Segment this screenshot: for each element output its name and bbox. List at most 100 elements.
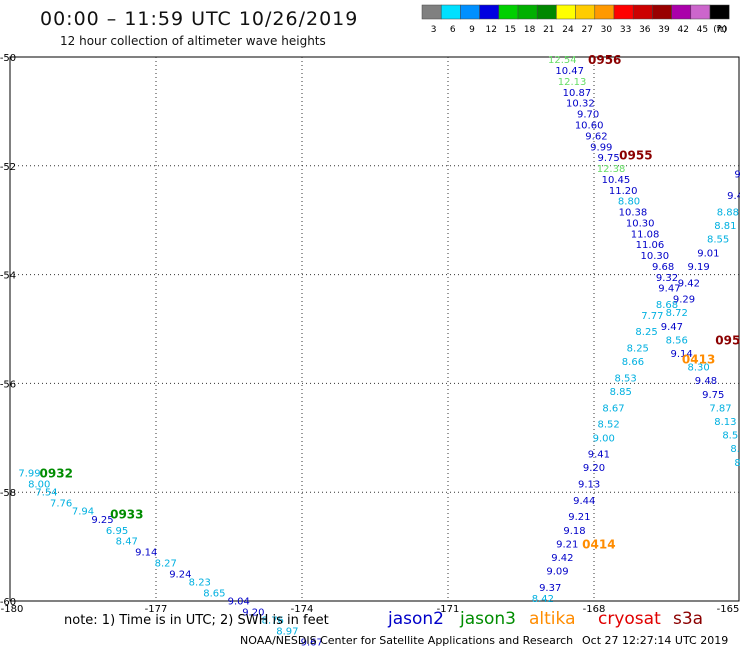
- credit-line: NOAA/NESDIS Center for Satellite Applica…: [240, 634, 574, 647]
- legend-label: 39: [658, 25, 670, 35]
- lon-tick-label: -171: [437, 604, 460, 615]
- wave-height-value: 10.30: [641, 251, 670, 262]
- legend-swatch: [613, 4, 634, 20]
- track-label: 0413: [682, 352, 715, 366]
- wave-height-value: 9.01: [697, 248, 719, 259]
- wave-height-value: 9.41: [588, 450, 610, 461]
- lon-tick-label: -177: [145, 604, 168, 615]
- legend-swatch: [498, 4, 519, 20]
- wave-height-value: 9.44: [573, 496, 595, 507]
- legend-swatch: [556, 4, 576, 20]
- wave-height-value: 9.67: [301, 637, 323, 648]
- wave-height-value: 9.42: [678, 278, 700, 289]
- wave-height-value: 7.87: [709, 403, 731, 414]
- wave-height-value: 8.53: [615, 373, 637, 384]
- wave-height-value: 9.09: [546, 567, 568, 578]
- lon-tick-label: -174: [291, 604, 314, 615]
- lat-tick-label: -52: [0, 162, 16, 173]
- wave-height-value: 11.06: [636, 240, 665, 251]
- wave-height-value: 10.38: [619, 208, 648, 219]
- legend-label: 70: [716, 25, 728, 35]
- satellite-legend-altika: altika: [529, 609, 576, 629]
- wave-height-value: 8.27: [155, 558, 177, 569]
- satellite-legend-s3a: s3a: [673, 609, 704, 629]
- legend-swatch: [440, 4, 461, 20]
- map-subtitle: 12 hour collection of altimeter wave hei…: [60, 34, 326, 48]
- lat-tick-label: -60: [0, 597, 16, 608]
- wave-height-value: 8.72: [666, 308, 688, 319]
- wave-height-value: 9.14: [135, 548, 157, 559]
- wave-height-value: 9.68: [652, 262, 674, 273]
- legend-label: 36: [639, 25, 651, 35]
- legend-label: 30: [601, 25, 613, 35]
- legend-unit: (ft): [713, 25, 727, 35]
- wave-height-value: 9.4: [727, 191, 740, 202]
- wave-height-value: 11.08: [631, 229, 660, 240]
- wave-height-value: 7.94: [72, 507, 94, 518]
- map-frame: [9, 56, 740, 602]
- wave-height-value: 9.20: [242, 607, 264, 618]
- wave-height-value: 8.88: [717, 208, 739, 219]
- legend-label: 24: [562, 25, 574, 35]
- wave-height-value: 9.62: [585, 131, 607, 142]
- wave-height-value: 7.77: [641, 311, 663, 322]
- wave-height-value: 10.60: [575, 121, 604, 132]
- legend-label: 6: [450, 25, 456, 35]
- legend-label: 45: [697, 25, 708, 35]
- wave-height-value: 12.38: [597, 164, 626, 175]
- lon-tick-label: -168: [583, 604, 606, 615]
- wave-height-value: 10.32: [566, 99, 595, 110]
- wave-height-value: 9.99: [590, 142, 612, 153]
- wave-height-value: 9.25: [91, 515, 113, 526]
- legend-swatch: [536, 4, 557, 20]
- track-label: 0956: [588, 53, 621, 67]
- wave-height-value: 9.70: [577, 110, 599, 121]
- legend-label: 9: [469, 25, 475, 35]
- wave-height-value: 8.67: [602, 403, 624, 414]
- lat-tick-label: -54: [0, 271, 16, 282]
- wave-height-value: 10.45: [602, 175, 631, 186]
- wave-height-value: 9.18: [563, 526, 585, 537]
- legend-label: 3: [431, 25, 437, 35]
- wave-height-value: 8.65: [203, 588, 225, 599]
- legend-swatch: [671, 4, 692, 20]
- wave-height-value: 7.76: [50, 499, 72, 510]
- wave-height-value: 9.75: [597, 153, 619, 164]
- legend-swatch: [517, 4, 538, 20]
- wave-height-value: 9.42: [551, 553, 573, 564]
- satellite-legend-jason2: jason2: [388, 609, 444, 629]
- lat-tick-label: -50: [0, 53, 16, 64]
- wave-height-value: 8.30: [688, 363, 710, 374]
- legend-swatch: [652, 4, 672, 20]
- map-title: 00:00 – 11:59 UTC 10/26/2019: [40, 8, 359, 30]
- track-label: 0955: [619, 148, 652, 162]
- lat-tick-label: -58: [0, 488, 16, 499]
- wave-height-value: 9.47: [661, 322, 683, 333]
- wave-height-value: 8.47: [116, 537, 138, 548]
- wave-height-value: 9.21: [556, 539, 578, 550]
- wave-height-value: 8.81: [714, 221, 736, 232]
- wave-height-value: 8.23: [189, 577, 211, 588]
- wave-height-value: 10.87: [563, 88, 592, 99]
- track-label: 095: [715, 333, 740, 347]
- lat-tick-label: -56: [0, 379, 16, 390]
- wave-height-value: 8.52: [597, 420, 619, 431]
- wave-height-value: 8.76: [262, 616, 284, 627]
- wave-height-value: 6.95: [106, 526, 128, 537]
- wave-height-value: 7.54: [35, 488, 57, 499]
- wave-height-value: 10.30: [626, 218, 655, 229]
- wave-height-value: 9.20: [583, 463, 605, 474]
- wave-height-value: 9.75: [702, 390, 724, 401]
- wave-height-value: 9: [734, 169, 740, 180]
- wave-height-value: 9.13: [578, 480, 600, 491]
- wave-height-value: 9.48: [695, 376, 717, 387]
- wave-height-value: 8.: [730, 444, 740, 455]
- footer-note: note: 1) Time is in UTC; 2) SWH is in fe…: [64, 613, 329, 628]
- wave-height-value: 8.55: [707, 235, 729, 246]
- legend-label: 21: [543, 25, 554, 35]
- wave-height-value: 8.80: [618, 197, 640, 208]
- track-label: 0933: [110, 507, 143, 521]
- wave-height-value: 12.54: [548, 55, 577, 66]
- wave-height-value: 8.56: [666, 335, 688, 346]
